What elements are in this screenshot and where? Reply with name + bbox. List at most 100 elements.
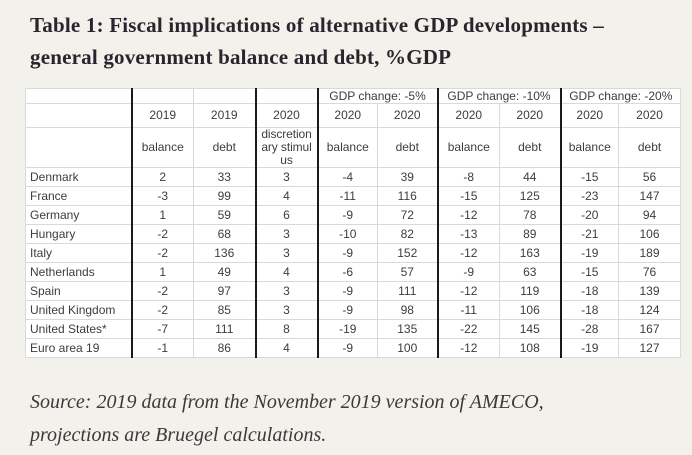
value-cell: -6 bbox=[317, 262, 378, 282]
value-cell: -4 bbox=[317, 167, 378, 187]
table-title-line-2: general government balance and debt, %GD… bbox=[30, 45, 452, 69]
value-cell: -12 bbox=[437, 338, 500, 358]
country-cell: Germany bbox=[25, 205, 133, 225]
value-cell: 39 bbox=[377, 167, 439, 187]
value-cell: 111 bbox=[193, 319, 257, 339]
value-cell: 49 bbox=[193, 262, 257, 282]
table-row: Euro area 19 -1 86 4 -9 100 -12 108 -19 127 bbox=[25, 338, 682, 358]
year-header-row: 2019 2019 2020 2020 2020 2020 2020 2020 … bbox=[25, 103, 682, 128]
value-cell: 97 bbox=[193, 281, 257, 301]
table-row: Spain -2 97 3 -9 111 -12 119 -18 139 bbox=[25, 281, 682, 301]
country-cell: Euro area 19 bbox=[25, 338, 133, 358]
year-header-cell: 2020 bbox=[618, 103, 682, 128]
value-cell: -9 bbox=[317, 300, 378, 320]
country-cell: France bbox=[25, 186, 133, 206]
header-blank-cell bbox=[255, 88, 319, 104]
value-cell: -19 bbox=[560, 338, 620, 358]
country-cell: Denmark bbox=[25, 167, 133, 187]
value-cell: -9 bbox=[317, 281, 378, 301]
value-cell: 139 bbox=[618, 281, 682, 301]
value-cell: 119 bbox=[498, 281, 562, 301]
value-cell: 4 bbox=[255, 262, 319, 282]
value-cell: -2 bbox=[131, 243, 194, 263]
country-cell: Spain bbox=[25, 281, 133, 301]
value-cell: -18 bbox=[560, 300, 620, 320]
country-cell: Netherlands bbox=[25, 262, 133, 282]
header-blank-cell bbox=[131, 88, 194, 104]
value-cell: 78 bbox=[498, 205, 562, 225]
source-note-line-2: projections are Bruegel calculations. bbox=[30, 424, 327, 446]
value-cell: -9 bbox=[317, 243, 378, 263]
value-cell: -21 bbox=[560, 224, 620, 244]
value-cell: 106 bbox=[618, 224, 682, 244]
measure-header-cell: balance bbox=[560, 127, 620, 168]
measure-header-cell: debt bbox=[498, 127, 562, 168]
table-header: GDP change: -5% GDP change: -10% GDP cha… bbox=[25, 88, 682, 168]
year-header-cell: 2020 bbox=[498, 103, 562, 128]
value-cell: 1 bbox=[131, 262, 194, 282]
value-cell: 89 bbox=[498, 224, 562, 244]
year-header-cell: 2019 bbox=[131, 103, 194, 128]
value-cell: -19 bbox=[560, 243, 620, 263]
value-cell: 44 bbox=[498, 167, 562, 187]
value-cell: 111 bbox=[377, 281, 439, 301]
value-cell: -15 bbox=[560, 167, 620, 187]
value-cell: 33 bbox=[193, 167, 257, 187]
measure-header-cell: balance bbox=[437, 127, 500, 168]
value-cell: -19 bbox=[317, 319, 378, 339]
year-header-cell: 2020 bbox=[437, 103, 500, 128]
value-cell: 85 bbox=[193, 300, 257, 320]
source-note: Source: 2019 data from the November 2019… bbox=[30, 386, 544, 452]
table-row: United States* -7 111 8 -19 135 -22 145 -28 167 bbox=[25, 319, 682, 339]
value-cell: 135 bbox=[377, 319, 439, 339]
fiscal-table: GDP change: -5% GDP change: -10% GDP cha… bbox=[25, 88, 682, 358]
value-cell: 63 bbox=[498, 262, 562, 282]
value-cell: -15 bbox=[437, 186, 500, 206]
value-cell: -23 bbox=[560, 186, 620, 206]
value-cell: 4 bbox=[255, 186, 319, 206]
year-header-cell: 2020 bbox=[560, 103, 620, 128]
measure-header-cell: balance bbox=[317, 127, 378, 168]
value-cell: -9 bbox=[317, 338, 378, 358]
value-cell: 189 bbox=[618, 243, 682, 263]
value-cell: 145 bbox=[498, 319, 562, 339]
scenario-header-gdp-minus-5: GDP change: -5% bbox=[317, 88, 439, 104]
value-cell: 152 bbox=[377, 243, 439, 263]
value-cell: 94 bbox=[618, 205, 682, 225]
value-cell: 124 bbox=[618, 300, 682, 320]
value-cell: -9 bbox=[317, 205, 378, 225]
table-body: Denmark 2 33 3 -4 39 -8 44 -15 56 France -3 99 4 -11 11… bbox=[25, 167, 682, 358]
value-cell: 1 bbox=[131, 205, 194, 225]
value-cell: 127 bbox=[618, 338, 682, 358]
value-cell: 98 bbox=[377, 300, 439, 320]
value-cell: 68 bbox=[193, 224, 257, 244]
header-blank-cell bbox=[25, 127, 133, 168]
country-cell: United States* bbox=[25, 319, 133, 339]
value-cell: 59 bbox=[193, 205, 257, 225]
year-header-cell: 2020 bbox=[317, 103, 378, 128]
value-cell: -12 bbox=[437, 281, 500, 301]
measure-header-cell: debt bbox=[618, 127, 682, 168]
value-cell: 86 bbox=[193, 338, 257, 358]
value-cell: 163 bbox=[498, 243, 562, 263]
table-row: United Kingdom -2 85 3 -9 98 -11 106 -18 124 bbox=[25, 300, 682, 320]
value-cell: 147 bbox=[618, 186, 682, 206]
value-cell: 6 bbox=[255, 205, 319, 225]
measure-header-cell: debt bbox=[193, 127, 257, 168]
value-cell: 4 bbox=[255, 338, 319, 358]
value-cell: 106 bbox=[498, 300, 562, 320]
table-title: Table 1: Fiscal implications of alternat… bbox=[30, 9, 604, 73]
table-row: Italy -2 136 3 -9 152 -12 163 -19 189 bbox=[25, 243, 682, 263]
value-cell: 3 bbox=[255, 281, 319, 301]
value-cell: 136 bbox=[193, 243, 257, 263]
header-blank-cell bbox=[193, 88, 257, 104]
measure-header-cell-discretionary-stimulus: discretionary stimulus bbox=[255, 127, 319, 168]
value-cell: 3 bbox=[255, 243, 319, 263]
country-cell: Italy bbox=[25, 243, 133, 263]
value-cell: -28 bbox=[560, 319, 620, 339]
value-cell: 108 bbox=[498, 338, 562, 358]
source-note-line-1: Source: 2019 data from the November 2019… bbox=[30, 391, 544, 413]
value-cell: 167 bbox=[618, 319, 682, 339]
value-cell: -1 bbox=[131, 338, 194, 358]
measure-header-cell: balance bbox=[131, 127, 194, 168]
